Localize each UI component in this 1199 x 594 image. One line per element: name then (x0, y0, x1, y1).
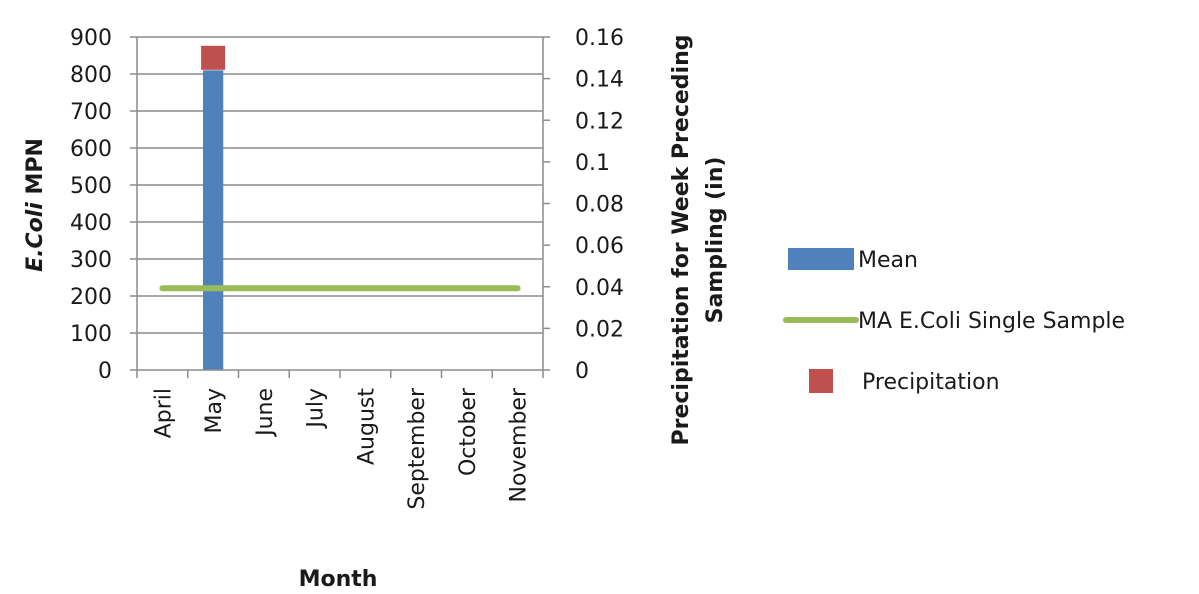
left-tick-label: 100 (70, 322, 112, 347)
left-tick-label: 900 (70, 26, 112, 51)
point-precipitation (201, 45, 226, 70)
bar-mean (202, 70, 224, 371)
x-tick-label: April (151, 388, 176, 438)
right-tick-label: 0.08 (575, 193, 624, 218)
right-tick-label: 0.12 (575, 109, 624, 134)
y2-axis-title-line1: Precipitation for Week Preceding (669, 35, 694, 446)
right-tick-label: 0.16 (575, 26, 624, 51)
x-tick-label: May (202, 388, 227, 433)
y-axis-title: E.Coli MPN (23, 138, 48, 272)
legend-label: MA E.Coli Single Sample (858, 309, 1125, 334)
right-tick-label: 0 (575, 359, 589, 384)
x-tick-label: August (354, 388, 379, 465)
left-tick-label: 600 (70, 137, 112, 162)
left-tick-label: 400 (70, 211, 112, 236)
x-axis-ticks: April May June July August September October No… (136, 370, 544, 510)
left-tick-label: 300 (70, 248, 112, 273)
x-tick-label: November (507, 387, 532, 502)
x-axis-title: Month (299, 567, 378, 592)
right-tick-label: 0.02 (575, 317, 624, 342)
plot-area (159, 45, 521, 371)
legend-label: Precipitation (862, 370, 1000, 395)
right-tick-label: 0.04 (575, 276, 624, 301)
right-tick-label: 0.1 (575, 151, 610, 176)
x-tick-label: July (304, 388, 329, 430)
left-tick-label: 0 (98, 359, 112, 384)
legend-swatch-mean (788, 248, 854, 270)
legend-label: Mean (858, 248, 918, 273)
x-tick-label: October (456, 387, 481, 476)
right-tick-label: 0.06 (575, 234, 624, 259)
left-tick-label: 700 (70, 100, 112, 125)
right-tick-label: 0.14 (575, 68, 624, 93)
left-tick-label: 200 (70, 285, 112, 310)
legend-swatch-precipitation (809, 369, 833, 393)
axes (136, 37, 544, 371)
y2-axis-title-line2: Sampling (in) (703, 157, 728, 324)
legend: Mean MA E.Coli Single Sample Precipitation (783, 248, 1125, 395)
x-tick-label: June (253, 388, 278, 438)
left-axis-ticks: 0 100 200 300 400 500 600 700 800 900 (70, 26, 137, 384)
left-tick-label: 500 (70, 174, 112, 199)
x-tick-label: September (405, 387, 430, 510)
right-axis-ticks: 0 0.02 0.04 0.06 0.08 0.1 0.12 0.14 0.16 (543, 26, 624, 384)
left-tick-label: 800 (70, 63, 112, 88)
